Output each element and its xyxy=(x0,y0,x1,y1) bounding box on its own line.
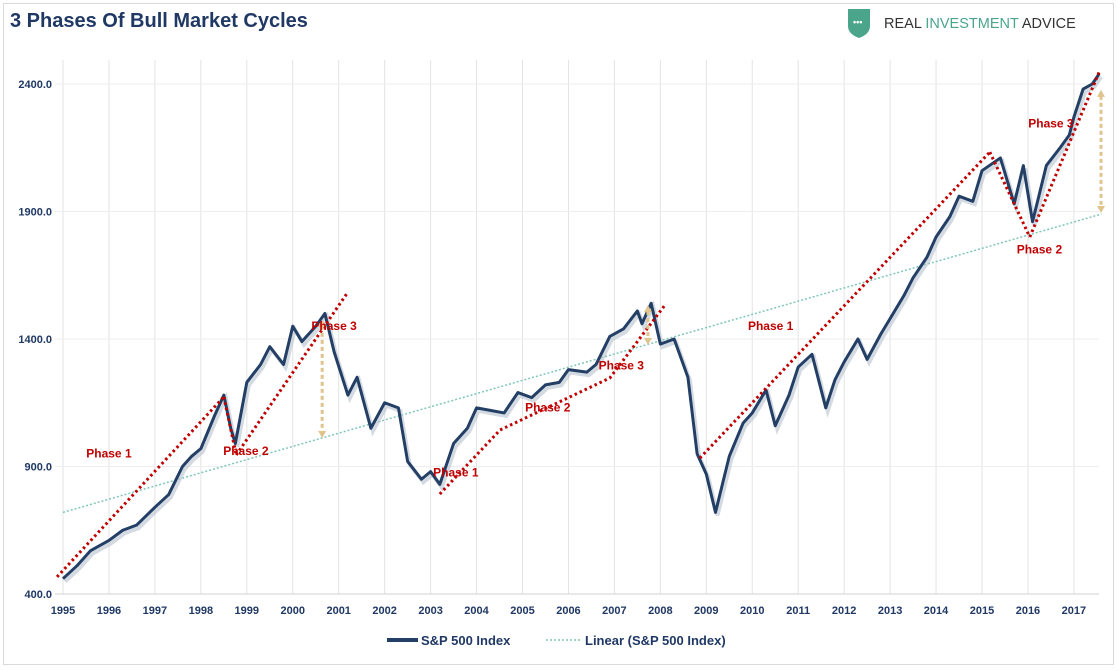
sp500-line xyxy=(61,72,1101,580)
trend-line xyxy=(62,213,1102,514)
phase-label: Phase 2 xyxy=(223,444,269,458)
x-tick-label: 2006 xyxy=(556,605,580,617)
x-tick-label: 2012 xyxy=(832,605,856,617)
x-tick-label: 2004 xyxy=(464,605,489,617)
x-tick-label: 1997 xyxy=(143,605,167,617)
x-tick-label: 2002 xyxy=(372,605,396,617)
legend-label-sp500: S&P 500 Index xyxy=(421,633,511,648)
y-tick-label: 1900.0 xyxy=(18,207,52,219)
sp500-line-shadow xyxy=(63,75,1103,584)
phase-label: Phase 2 xyxy=(525,401,571,415)
logo-text-real: REAL xyxy=(884,16,922,32)
legend-label-linear: Linear (S&P 500 Index) xyxy=(585,633,726,648)
logo-text-advice: ADVICE xyxy=(1022,16,1076,32)
logo: ••• REAL INVESTMENT ADVICE xyxy=(848,9,1076,38)
x-tick-label: 2016 xyxy=(1016,605,1040,617)
phase-trend-line xyxy=(988,151,1032,238)
x-tick-label: 2008 xyxy=(648,605,672,617)
x-tick-label: 2000 xyxy=(281,605,305,617)
logo-text-investment: INVESTMENT xyxy=(925,16,1019,32)
x-tick-label: 2009 xyxy=(694,605,718,617)
y-tick-label: 400.0 xyxy=(24,589,52,601)
x-tick-label: 1995 xyxy=(51,605,75,617)
phase-trend-line xyxy=(55,395,225,578)
phase-label: Phase 3 xyxy=(599,359,645,373)
arrow-head-up-icon xyxy=(318,319,327,327)
x-tick-label: 2001 xyxy=(326,605,350,617)
series-layer xyxy=(61,72,1103,584)
x-tick-label: 2015 xyxy=(970,605,994,617)
phase-label: Phase 2 xyxy=(1017,243,1063,257)
phase-trend-line xyxy=(1028,71,1101,238)
y-tick-label: 1400.0 xyxy=(18,334,52,346)
phase-trend-line xyxy=(698,151,991,460)
x-tick-label: 1998 xyxy=(189,605,213,617)
svg-text:REAL INVESTMENT AD: REAL INVESTMENT ADVICE xyxy=(884,16,1076,32)
phase-label: Phase 1 xyxy=(433,466,479,480)
chart-title: 3 Phases Of Bull Market Cycles xyxy=(10,10,308,32)
phase-label: Phase 1 xyxy=(748,319,794,333)
x-tick-label: 2007 xyxy=(602,605,626,617)
phase-trend-line xyxy=(438,304,667,496)
x-tick-label: 2003 xyxy=(418,605,442,617)
y-axis: 400.0 900.0 1400.0 1900.0 2400.0 xyxy=(18,79,52,601)
arrow-head-down-icon xyxy=(643,337,652,345)
arrow-head-up-icon xyxy=(1097,89,1106,97)
arrow-head-down-icon xyxy=(1097,206,1106,214)
y-tick-label: 2400.0 xyxy=(18,79,52,91)
phase-label: Phase 3 xyxy=(1028,116,1074,130)
phase-label: Phase 3 xyxy=(311,319,357,333)
y-tick-label: 900.0 xyxy=(24,462,52,474)
arrow-head-down-icon xyxy=(318,430,327,438)
svg-text:•••: ••• xyxy=(853,17,862,27)
legend: S&P 500 Index Linear (S&P 500 Index) xyxy=(387,633,726,648)
x-tick-label: 2013 xyxy=(878,605,902,617)
annotations: Phase 1 Phase 2 Phase 3 Phase 1 Phase 2 Phase… xyxy=(55,71,1106,578)
grid xyxy=(55,60,1099,595)
phase-label: Phase 1 xyxy=(86,447,132,461)
x-tick-label: 2014 xyxy=(924,605,949,617)
x-tick-label: 1999 xyxy=(235,605,259,617)
x-tick-label: 2017 xyxy=(1062,605,1086,617)
arrow-head-up-icon xyxy=(643,305,652,313)
shield-icon xyxy=(848,9,870,38)
x-tick-label: 2005 xyxy=(510,605,534,617)
x-tick-label: 1996 xyxy=(97,605,121,617)
phase-trend-line xyxy=(222,396,238,456)
x-axis: 1995 1996 1997 1998 1999 2000 2001 2002 2003 2004… xyxy=(51,605,1086,617)
x-tick-label: 2011 xyxy=(786,605,810,617)
chart-frame xyxy=(3,3,1114,665)
x-tick-label: 2010 xyxy=(740,605,764,617)
